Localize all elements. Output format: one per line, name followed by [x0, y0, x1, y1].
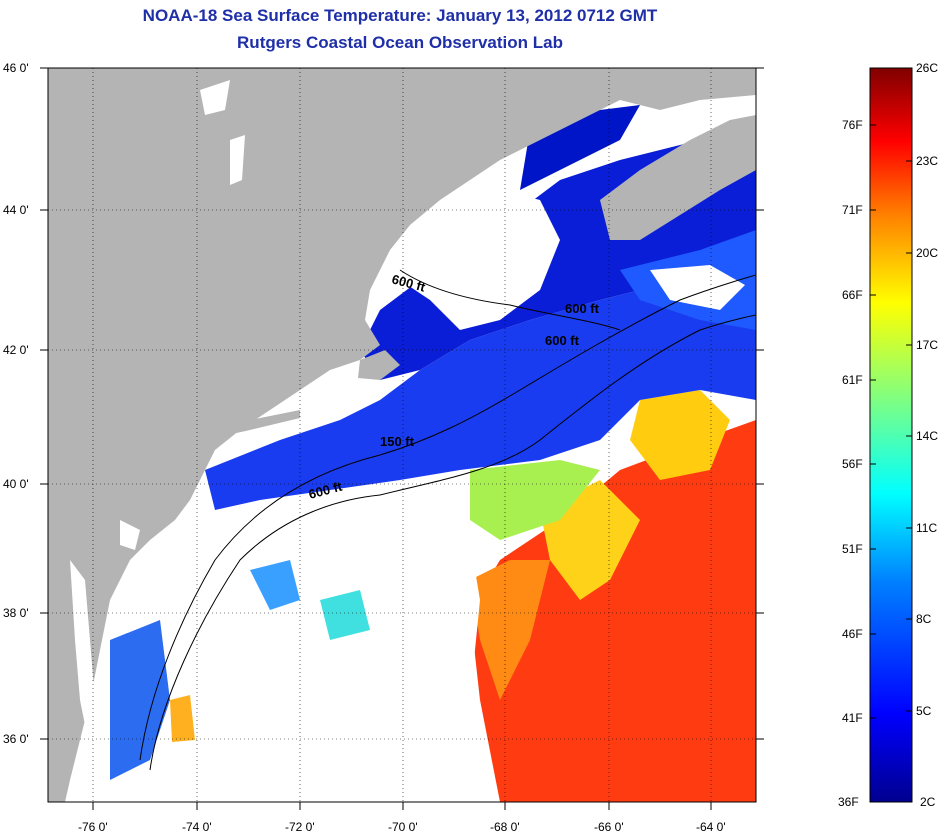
- isobath-label: 600 ft: [565, 301, 600, 316]
- colorbar-f-label: 36F: [838, 795, 859, 809]
- offshore-cyan-patch: [320, 590, 370, 640]
- lon-label: -74 0': [182, 820, 212, 834]
- cloud-offshore: [160, 500, 480, 802]
- colorbar-ticks: [870, 124, 912, 719]
- map-frame: [47, 67, 757, 803]
- lat-label: 40 0': [3, 477, 29, 491]
- lon-label: -68 0': [490, 820, 520, 834]
- map-subtitle: Rutgers Coastal Ocean Observation Lab: [237, 33, 563, 52]
- colorbar-f-label: 41F: [842, 711, 863, 725]
- chesapeake-bay: [70, 560, 95, 740]
- yellow-patch-east: [630, 390, 730, 480]
- lon-label: -76 0': [78, 820, 108, 834]
- lat-label: 44 0': [3, 203, 29, 217]
- colorbar-f-label: 51F: [842, 542, 863, 556]
- southwest-cold-water: [110, 620, 170, 780]
- lon-label: -70 0': [388, 820, 418, 834]
- colorbar-c-label: 26C: [916, 61, 939, 75]
- cloud-scotian: [650, 265, 745, 310]
- colorbar-c-label: 23C: [916, 154, 939, 168]
- lon-label: -72 0': [285, 820, 315, 834]
- cloud-gulf-of-maine: [380, 190, 560, 330]
- isobath-150ft: [139, 274, 756, 761]
- isobath-label: 150 ft: [380, 434, 415, 449]
- axis-ticks: [40, 67, 764, 810]
- colorbar-f-label: 71F: [842, 203, 863, 217]
- colorbar-c-label: 11C: [916, 521, 938, 535]
- colorbar-c-label: 2C: [920, 795, 936, 809]
- colorbar-f-label: 66F: [842, 288, 863, 302]
- isobath-600ft: [149, 314, 756, 771]
- land-cape-cod: [358, 350, 400, 380]
- isobaths: [139, 269, 756, 771]
- lat-label: 46 0': [3, 61, 29, 75]
- colorbar-f-label: 61F: [842, 373, 863, 387]
- lat-label: 36 0': [3, 732, 29, 746]
- lat-label: 38 0': [3, 606, 29, 620]
- lon-label: -66 0': [594, 820, 624, 834]
- isobath-label: 600 ft: [545, 333, 580, 348]
- warm-water-region: [470, 420, 756, 802]
- colorbar-f-label: 56F: [842, 457, 863, 471]
- green-transition: [470, 460, 600, 540]
- delaware-bay: [120, 520, 140, 550]
- colorbar-f-label: 76F: [842, 118, 863, 132]
- colorbar-c-label: 17C: [916, 338, 939, 352]
- colorbar: [869, 67, 913, 803]
- colorbar-c-label: 5C: [916, 704, 932, 718]
- colorbar-c-label: 8C: [916, 612, 932, 626]
- lat-label: 42 0': [3, 343, 29, 357]
- colorbar-f-label: 46F: [842, 627, 863, 641]
- shelf-cold-water: [205, 250, 756, 510]
- land-mainland: [48, 68, 756, 802]
- offshore-cold-patch: [250, 560, 300, 610]
- offshore-warm-patch: [170, 695, 195, 742]
- colorbar-c-label: 14C: [916, 429, 939, 443]
- colorbar-c-label: 20C: [916, 246, 939, 260]
- inland-lake-2: [230, 135, 245, 185]
- land-nova-scotia: [600, 115, 756, 240]
- land-long-island: [200, 410, 300, 440]
- orange-water-region: [470, 560, 550, 700]
- inland-lake-1: [200, 80, 230, 115]
- map-title: NOAA-18 Sea Surface Temperature: January…: [142, 6, 658, 25]
- isobath-gulf-maine: [399, 269, 621, 331]
- lon-label: -64 0': [696, 820, 726, 834]
